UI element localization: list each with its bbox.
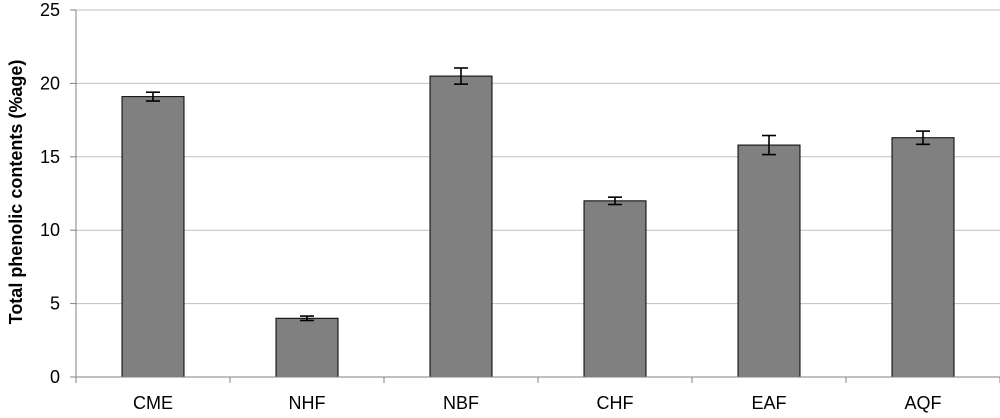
bar-cme (121, 96, 185, 378)
bar-nbf (429, 75, 493, 378)
axes (70, 9, 1000, 383)
x-tick-label-aqf: AQF (904, 393, 941, 413)
bar-nhf (275, 317, 339, 378)
y-tick-label-10: 10 (40, 220, 60, 240)
error-bars (146, 67, 930, 322)
y-tick-label-15: 15 (40, 147, 60, 167)
x-tick-labels: CME NHF NBF CHF EAF AQF (133, 393, 942, 413)
x-tick-label-chf: CHF (597, 393, 634, 413)
y-tick-label-0: 0 (50, 367, 60, 387)
y-tick-label-20: 20 (40, 73, 60, 93)
x-tick-label-nbf: NBF (443, 393, 479, 413)
bar-aqf (891, 137, 955, 378)
y-axis-title: Total phenolic contents (%age) (6, 60, 26, 325)
y-tick-labels: 0 5 10 15 20 25 (40, 0, 60, 387)
y-tick-label-5: 5 (50, 294, 60, 314)
bars (121, 75, 955, 378)
x-tick-label-cme: CME (133, 393, 173, 413)
bar-eaf (737, 144, 801, 378)
x-tick-label-eaf: EAF (751, 393, 786, 413)
x-tick-label-nhf: NHF (289, 393, 326, 413)
grid-lines (76, 9, 1000, 305)
bar-chf (583, 200, 647, 378)
y-tick-label-25: 25 (40, 0, 60, 20)
